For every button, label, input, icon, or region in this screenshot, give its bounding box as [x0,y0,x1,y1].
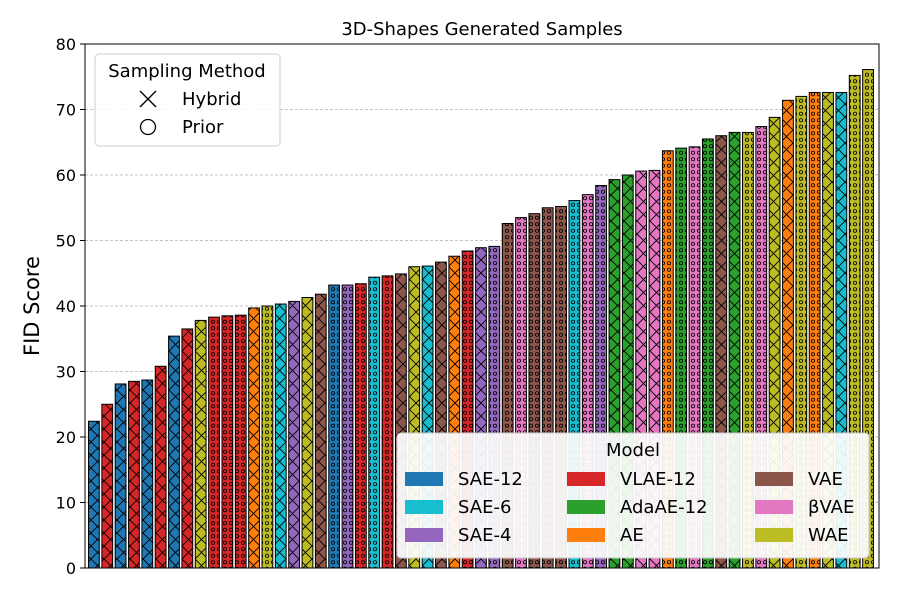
bar-hatch [221,315,234,569]
bar [114,383,127,569]
bar-hatch [141,379,154,569]
bar-hatch [114,383,127,569]
legend-swatch [755,500,793,514]
legend-entry-label: βVAE [808,497,854,518]
bar-hatch [381,275,394,569]
bar [274,303,287,569]
bar [328,284,341,569]
bar [234,314,247,569]
bar [381,275,394,569]
bar-hatch [314,293,327,569]
prior-marker-icon [139,118,157,136]
bar [314,293,327,569]
bar [181,328,194,569]
y-tick-label: 20 [56,428,76,447]
bar-hatch [354,283,367,569]
bar [261,305,274,569]
legend-swatch [405,528,443,542]
bar-hatch [368,276,381,569]
bar [128,380,140,569]
bar [341,284,354,569]
y-tick-label: 10 [56,494,76,513]
legend-swatch [755,472,793,486]
legend-swatch [405,472,443,486]
bar [368,276,381,569]
bar-hatch [261,305,274,569]
y-tick-label: 70 [56,101,76,120]
y-tick-label: 30 [56,363,76,382]
legend-entry-label: Prior [182,117,224,138]
bar-hatch [154,365,167,569]
legend-entry-label: AE [620,525,644,546]
bar-hatch [101,403,114,569]
legend-swatch [567,528,605,542]
legend-entry-label: SAE-12 [458,469,523,490]
bar-hatch [194,319,207,569]
legend-title: Model [606,440,660,461]
hybrid-marker-icon [139,90,157,108]
bar [101,403,114,569]
bar-hatch [301,296,314,569]
bars-group [88,69,874,569]
bar [248,307,260,569]
bar-hatch [328,284,341,569]
bar-hatch [288,300,301,569]
legend-entry-label: SAE-4 [458,525,511,546]
legend-swatch [567,472,605,486]
legend-sampling-method: Sampling Method Hybrid Prior [94,53,281,147]
legend-box [396,432,870,559]
legend-model: Model SAE-12 SAE-6 SAE-4 VLAE-12 AdaAE-12 AE VA… [396,432,870,559]
bar [288,300,301,569]
bar [208,316,220,569]
bar-hatch [341,284,354,569]
y-tick-label: 80 [56,35,76,54]
legend-title: Sampling Method [108,61,265,82]
bar-hatch [208,316,220,569]
legend-entry-label: Hybrid [182,89,241,110]
bar [88,420,100,569]
legend-swatch [405,500,443,514]
y-axis-ticks: 0 10 20 30 40 50 60 70 80 [56,35,85,578]
y-tick-label: 40 [56,297,76,316]
legend-entry-label: SAE-6 [458,497,511,518]
y-tick-label: 60 [56,166,76,185]
bar [354,283,367,569]
bar-hatch [128,380,140,569]
bar-hatch [248,307,260,569]
bar [154,365,167,569]
bar-hatch [168,335,180,569]
bar [194,319,207,569]
chart-title: 3D-Shapes Generated Samples [341,19,622,40]
y-tick-label: 50 [56,232,76,251]
bar [221,315,234,569]
bar-hatch [234,314,247,569]
legend-entry-label: VLAE-12 [620,469,696,490]
bar [168,335,180,569]
legend-swatch [567,500,605,514]
legend-swatch [755,528,793,542]
bar-hatch [88,420,100,569]
bar [301,296,314,569]
y-axis-label: FID Score [20,256,44,356]
legend-entry-label: AdaAE-12 [620,497,708,518]
legend-entry-label: WAE [808,525,849,546]
y-tick-label: 0 [66,559,76,578]
bar [141,379,154,569]
bar-hatch [274,303,287,569]
bar-hatch [181,328,194,569]
legend-entry-label: VAE [808,469,843,490]
